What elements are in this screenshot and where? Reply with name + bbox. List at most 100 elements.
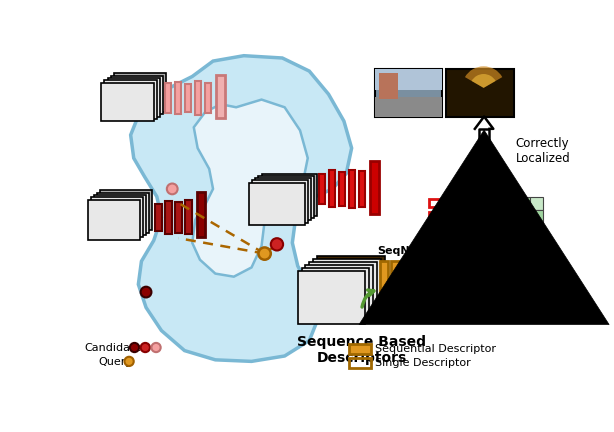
Bar (204, 83, 211, 114)
Bar (446, 69, 514, 117)
Bar (309, 262, 377, 314)
Bar (429, 212, 471, 220)
Bar (503, 210, 516, 223)
Bar (516, 210, 529, 223)
Bar (317, 256, 385, 308)
Bar (492, 267, 502, 296)
Bar (370, 161, 379, 213)
Bar (249, 183, 305, 225)
Bar (479, 267, 489, 296)
Bar (531, 267, 541, 296)
Circle shape (167, 184, 177, 194)
Bar (490, 236, 503, 249)
Bar (262, 174, 317, 216)
Bar (503, 249, 516, 262)
Bar (375, 69, 443, 117)
Text: SeqNet: SeqNet (378, 246, 423, 256)
Bar (438, 237, 464, 249)
Bar (114, 73, 166, 112)
Text: Sequence Based
Descriptors: Sequence Based Descriptors (297, 335, 426, 365)
Bar (529, 236, 543, 249)
Bar (100, 191, 152, 231)
Bar (255, 178, 311, 220)
Bar (503, 236, 516, 249)
Bar (165, 201, 172, 234)
Bar (429, 225, 471, 234)
Bar (516, 236, 529, 249)
Bar (380, 261, 388, 306)
Bar (185, 200, 192, 234)
Bar (479, 129, 489, 189)
Circle shape (130, 343, 139, 352)
Bar (429, 199, 471, 207)
Text: Correctly
Localized: Correctly Localized (516, 137, 570, 165)
Bar (402, 261, 410, 306)
Bar (216, 75, 225, 118)
Circle shape (141, 287, 152, 298)
Bar (529, 249, 543, 262)
Bar (349, 170, 356, 208)
Bar (490, 223, 503, 236)
Bar (107, 78, 160, 117)
Bar (413, 261, 420, 306)
Bar (97, 193, 149, 233)
Bar (319, 174, 325, 204)
Bar (490, 210, 503, 223)
Bar (477, 197, 490, 210)
Bar (349, 358, 371, 368)
Text: Sequential Descriptor: Sequential Descriptor (375, 344, 495, 354)
Text: Query: Query (98, 357, 132, 367)
Bar (379, 73, 398, 99)
Wedge shape (472, 74, 495, 88)
Wedge shape (465, 67, 502, 88)
Bar (423, 261, 431, 306)
Bar (359, 171, 365, 206)
Polygon shape (131, 56, 352, 362)
Bar (328, 170, 335, 207)
Bar (349, 344, 371, 354)
Circle shape (125, 357, 134, 366)
Bar (503, 223, 516, 236)
Bar (391, 261, 398, 306)
Text: Single Descriptor: Single Descriptor (375, 358, 470, 368)
Bar (176, 202, 182, 233)
Circle shape (152, 343, 161, 352)
Bar (165, 83, 171, 113)
Polygon shape (426, 270, 441, 292)
Polygon shape (475, 117, 493, 129)
Bar (429, 251, 471, 260)
Bar (252, 181, 308, 223)
Bar (529, 223, 543, 236)
Text: Candidates: Candidates (85, 343, 147, 353)
Bar (174, 82, 182, 114)
Bar (375, 98, 443, 117)
Circle shape (141, 343, 150, 352)
Polygon shape (192, 100, 308, 276)
Bar (258, 176, 314, 218)
Bar (490, 197, 503, 210)
Bar (516, 249, 529, 262)
Bar (94, 195, 146, 235)
Bar (518, 267, 528, 296)
Polygon shape (464, 229, 477, 257)
Bar (305, 265, 373, 318)
Bar (529, 210, 543, 223)
Bar (375, 69, 443, 90)
Bar (197, 192, 205, 237)
Bar (298, 271, 365, 324)
Circle shape (258, 248, 271, 260)
Bar (505, 267, 515, 296)
Bar (516, 197, 529, 210)
Bar (477, 249, 490, 262)
Bar (503, 197, 516, 210)
Bar (477, 210, 490, 223)
Bar (516, 223, 529, 236)
Bar (111, 76, 163, 114)
Bar (313, 259, 381, 311)
Bar (104, 80, 157, 119)
Bar (429, 238, 471, 247)
Bar (195, 81, 201, 115)
Bar (490, 249, 503, 262)
Circle shape (271, 238, 283, 251)
Text: Sequential Score
Aggregation: Sequential Score Aggregation (443, 283, 571, 311)
